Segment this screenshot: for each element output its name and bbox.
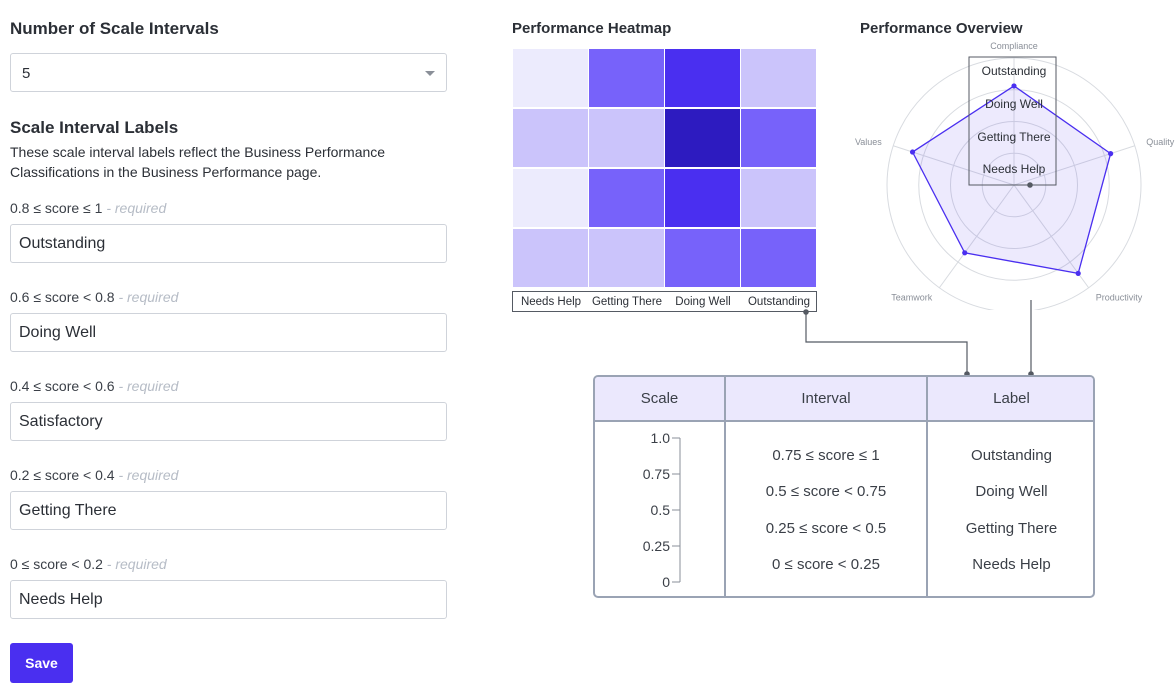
heatmap-x-axis: Needs Help Getting There Doing Well Outs…: [512, 291, 817, 312]
scale-tick-label: 0: [662, 574, 670, 590]
radar-point: [1075, 270, 1081, 276]
heatmap-cell: [589, 49, 664, 107]
range-text: 0.6 ≤ score < 0.8: [10, 289, 115, 305]
range-text: 0.2 ≤ score < 0.4: [10, 467, 115, 483]
chevron-down-icon: [425, 71, 435, 76]
label-cell: Getting There: [965, 520, 1058, 537]
heatmap-cell: [513, 49, 588, 107]
range-label-doing-well: 0.6 ≤ score < 0.8 - required: [10, 289, 178, 305]
connector-dot: [803, 309, 809, 315]
intervals-select[interactable]: 5: [10, 53, 447, 92]
radar-spoke: [938, 184, 1015, 289]
labels-title: Scale Interval Labels: [10, 118, 179, 137]
labels-description: These scale interval labels reflect the …: [10, 142, 385, 182]
scale-tick-label: 1.0: [651, 430, 671, 446]
radar-title: Performance Overview: [860, 20, 1023, 37]
heatmap-cell: [741, 49, 816, 107]
radar-point: [962, 250, 968, 256]
heatmap-cell: [741, 109, 816, 167]
radar-ring-label: Outstanding: [982, 64, 1047, 78]
range-text: 0.4 ≤ score < 0.6: [10, 378, 115, 394]
label-input-needs-help[interactable]: [10, 580, 447, 619]
ring-label-box: [968, 56, 1057, 186]
heatmap-cell: [665, 169, 740, 227]
radar-axis-label: Compliance: [990, 41, 1038, 51]
labels-description-line: Classifications in the Business Performa…: [10, 164, 322, 180]
save-button[interactable]: Save: [10, 643, 73, 683]
required-note: - required: [106, 556, 167, 572]
radar-ring-label: Needs Help: [983, 162, 1046, 176]
radar-spoke: [1013, 184, 1090, 289]
label-input-outstanding[interactable]: [10, 224, 447, 263]
interval-cell: 0 ≤ score < 0.25: [772, 556, 880, 573]
heatmap-cell: [665, 229, 740, 287]
heatmap-title: Performance Heatmap: [512, 20, 672, 37]
range-label-getting-there: 0.2 ≤ score < 0.4 - required: [10, 467, 178, 483]
labels-description-line: These scale interval labels reflect the …: [10, 144, 386, 160]
header-interval: Interval: [801, 390, 851, 407]
heatmap-cell: [665, 109, 740, 167]
heatmap-x-label: Needs Help: [520, 296, 582, 308]
range-label-needs-help: 0 ≤ score < 0.2 - required: [10, 556, 167, 572]
label-input-getting-there[interactable]: [10, 491, 447, 530]
interval-cell: 0.25 ≤ score < 0.5: [765, 520, 887, 537]
connector-dot: [1027, 182, 1033, 188]
intervals-title: Number of Scale Intervals: [10, 19, 219, 38]
interval-cell: 0.5 ≤ score < 0.75: [765, 483, 887, 500]
scale-tick-label: 0.75: [643, 466, 670, 482]
scale-axis: 1.0 0.75 0.5 0.25 0: [643, 430, 681, 590]
label-input-doing-well[interactable]: [10, 313, 447, 352]
range-label-outstanding: 0.8 ≤ score ≤ 1 - required: [10, 200, 166, 216]
required-note: - required: [118, 289, 179, 305]
interval-cell: 0.75 ≤ score ≤ 1: [772, 447, 880, 464]
label-input-satisfactory[interactable]: [10, 402, 447, 441]
radar-chart: Compliance Quality Productivity Teamwork Val…: [855, 41, 1175, 310]
heatmap-x-label: Doing Well: [675, 296, 731, 308]
range-text: 0.8 ≤ score ≤ 1: [10, 200, 103, 216]
label-cell: Needs Help: [972, 556, 1051, 573]
scale-tick-label: 0.25: [643, 538, 670, 554]
range-label-satisfactory: 0.4 ≤ score < 0.6 - required: [10, 378, 178, 394]
radar-axis-label: Quality: [1146, 137, 1175, 147]
heatmap-cell: [589, 229, 664, 287]
heatmap-cell: [513, 229, 588, 287]
required-note: - required: [106, 200, 167, 216]
required-note: - required: [118, 378, 179, 394]
heatmap-cell: [741, 229, 816, 287]
heatmap-cell: [513, 109, 588, 167]
heatmap-cell: [589, 169, 664, 227]
heatmap-cell: [741, 169, 816, 227]
header-scale: Scale: [640, 390, 679, 407]
column-divider: [926, 377, 928, 596]
scale-table-header: [595, 377, 1093, 422]
label-cell: Doing Well: [975, 483, 1048, 500]
radar-point: [1108, 151, 1114, 157]
label-cell: Outstanding: [971, 447, 1052, 464]
radar-axis-label: Teamwork: [891, 292, 933, 302]
heatmap-x-label: Getting There: [591, 296, 663, 308]
heatmap-connector: [805, 312, 968, 374]
connector-lines: [803, 300, 1034, 377]
radar-spoke: [1013, 145, 1135, 186]
radar-point: [1011, 83, 1017, 89]
radar-series-area: [911, 85, 1112, 275]
radar-ring-label: Getting There: [977, 130, 1050, 144]
column-divider: [724, 377, 726, 596]
scale-tick-label: 0.5: [651, 502, 671, 518]
heatmap-cell: [513, 169, 588, 227]
heatmap-cell: [589, 109, 664, 167]
radar-axis-label: Productivity: [1096, 292, 1143, 302]
heatmap-cell: [665, 49, 740, 107]
range-text: 0 ≤ score < 0.2: [10, 556, 103, 572]
radar-axis-label: Values: [855, 137, 882, 147]
heatmap-grid: [512, 48, 818, 287]
scale-table: Scale Interval Label 1.0 0.75 0.5 0.25 0…: [593, 375, 1095, 598]
radar-point: [909, 149, 916, 155]
header-label: Label: [993, 390, 1030, 407]
required-note: - required: [118, 467, 179, 483]
radar-ring-label: Doing Well: [985, 97, 1043, 111]
intervals-select-value: 5: [22, 65, 31, 82]
heatmap-x-label: Outstanding: [747, 296, 810, 308]
